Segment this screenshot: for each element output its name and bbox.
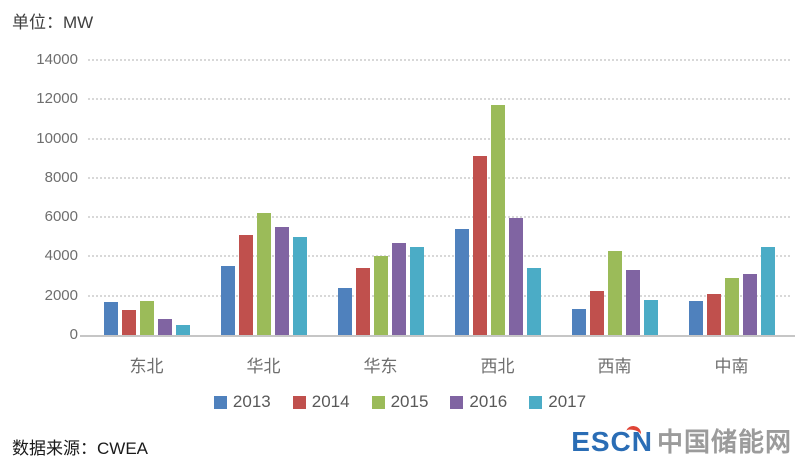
bar-2014-西北 [473, 156, 487, 335]
y-axis-tick-label: 10000 [36, 129, 78, 147]
bar-2015-华东 [374, 256, 388, 335]
gridline [88, 137, 790, 140]
escn-logo: ESCN 中国储能网 [571, 424, 792, 457]
legend-swatch-icon [450, 395, 464, 409]
legend-item-2014: 2014 [292, 392, 350, 412]
bar-2013-华东 [338, 288, 352, 335]
legend-item-2017: 2017 [529, 392, 586, 412]
legend-swatch-icon [292, 395, 306, 409]
bar-2013-西北 [455, 229, 469, 335]
bar-2014-中南 [707, 294, 721, 335]
bar-2016-中南 [743, 274, 757, 335]
x-axis-line [80, 335, 795, 337]
bar-2013-西南 [572, 309, 586, 335]
chart-legend: 2013 2014 2015 2016 2017 [0, 392, 800, 412]
legend-swatch-icon [371, 395, 385, 409]
bar-2015-东北 [140, 301, 154, 335]
data-source-label: 数据来源：CWEA [12, 439, 148, 458]
y-axis-tick-label: 12000 [36, 90, 78, 108]
y-axis-tick-label: 8000 [44, 168, 78, 186]
bar-2017-华北 [293, 237, 307, 335]
bar-chart-plot-area: 0 2000 4000 6000 8000 10000 12000 14000 东北 华北 华东 西北… [36, 51, 795, 376]
gridline [88, 98, 790, 101]
y-axis-tick-label: 2000 [44, 286, 78, 304]
gridline [88, 255, 790, 258]
bar-2014-华东 [356, 268, 370, 335]
bar-2013-华北 [221, 266, 235, 335]
bar-2016-西北 [509, 218, 523, 335]
x-axis-category-label: 东北 [129, 357, 164, 376]
gridline [88, 216, 790, 219]
gridline [88, 59, 790, 61]
legend-swatch-icon [213, 395, 227, 409]
bar-2015-中南 [725, 278, 739, 335]
x-axis-category-label: 西南 [597, 357, 632, 376]
bar-2014-东北 [122, 310, 136, 335]
legend-label: 2016 [469, 392, 508, 411]
gridline [88, 294, 790, 297]
unit-label: 单位：MW [12, 13, 94, 32]
bar-2015-华北 [257, 213, 271, 335]
y-axis-tick-label: 14000 [36, 51, 78, 68]
legend-item-2015: 2015 [371, 392, 429, 412]
bar-2017-东北 [176, 325, 190, 335]
bar-2016-西南 [626, 270, 640, 335]
x-axis-category-label: 中南 [714, 357, 749, 376]
escn-logo-text: ESCN [571, 424, 653, 457]
y-axis-tick-label: 4000 [44, 247, 78, 265]
legend-swatch-icon [529, 395, 543, 409]
legend-label: 2015 [390, 392, 429, 411]
x-axis-category-label: 华东 [363, 357, 398, 376]
bar-2016-华北 [275, 227, 289, 335]
bar-2017-华东 [410, 247, 424, 335]
bar-2014-西南 [590, 291, 604, 335]
bar-2015-西北 [491, 105, 505, 335]
bar-2016-华东 [392, 243, 406, 335]
legend-label: 2014 [311, 392, 350, 411]
x-axis-category-label: 西北 [480, 357, 515, 376]
bar-2013-中南 [689, 301, 703, 335]
y-axis-tick-label: 6000 [44, 208, 78, 226]
legend-item-2013: 2013 [213, 392, 271, 412]
legend-label: 2013 [232, 392, 271, 411]
gridline [88, 176, 790, 179]
bar-2015-西南 [608, 251, 622, 335]
bar-2017-西北 [527, 268, 541, 335]
bar-2017-中南 [761, 247, 775, 335]
bar-2017-西南 [644, 300, 658, 335]
legend-item-2016: 2016 [450, 392, 507, 412]
bar-2013-东北 [104, 302, 118, 335]
y-axis-tick-label: 0 [69, 326, 78, 343]
x-axis-category-label: 华北 [246, 357, 281, 376]
legend-label: 2017 [548, 392, 587, 411]
bar-2016-东北 [158, 319, 172, 335]
escn-logo-chinese-text: 中国储能网 [656, 427, 792, 457]
bar-2014-华北 [239, 235, 253, 335]
